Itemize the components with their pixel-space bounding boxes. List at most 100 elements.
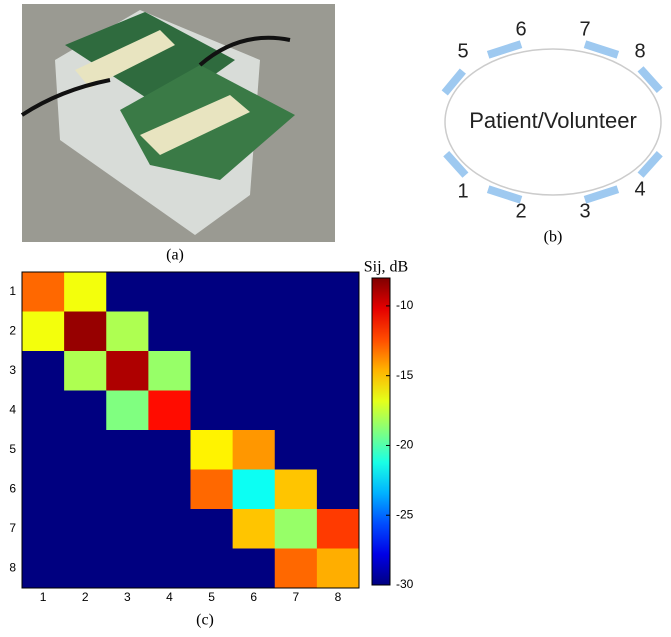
- cable: [20, 78, 111, 117]
- heatmap-cell: [316, 430, 360, 470]
- x-tick-label: 6: [250, 590, 257, 604]
- y-tick-label: 3: [9, 363, 16, 377]
- x-tick-label: 7: [292, 590, 299, 604]
- antenna: [583, 185, 620, 204]
- heatmap-cell: [148, 509, 191, 549]
- cable: [198, 35, 291, 67]
- y-tick-label: 8: [9, 560, 16, 574]
- antenna: [637, 66, 663, 94]
- heatmap-cell: [316, 548, 360, 589]
- heatmap-cell: [190, 351, 234, 391]
- heatmap-cell: [274, 351, 318, 391]
- x-tick-label: 5: [208, 590, 215, 604]
- heatmap-cell: [64, 311, 107, 352]
- heatmap-cell: [64, 390, 107, 431]
- heatmap-cell: [190, 390, 234, 431]
- photo: [20, 4, 335, 242]
- heatmap-cell: [22, 509, 65, 549]
- heatmap-cell: [64, 469, 107, 510]
- heatmap-cell: [190, 548, 234, 589]
- heatmap-cell: [232, 390, 276, 431]
- heatmap-cell: [190, 311, 234, 352]
- heatmap-cell: [148, 469, 191, 510]
- y-tick-label: 7: [9, 521, 16, 535]
- colorbar-tick-label: -20: [396, 438, 414, 452]
- caption: (b): [544, 229, 563, 246]
- heatmap-cell: [232, 272, 276, 312]
- x-tick-label: 4: [166, 590, 173, 604]
- heatmap-cell: [22, 351, 65, 391]
- x-tick-label: 8: [335, 590, 342, 604]
- heatmap-cell: [316, 272, 360, 312]
- caption: (a): [166, 247, 184, 264]
- heatmap-cell: [232, 469, 276, 510]
- heatmap-cell: [106, 311, 149, 352]
- antenna-label: 6: [515, 18, 526, 40]
- heatmap-cell: [274, 272, 318, 312]
- center-label: Patient/Volunteer: [469, 108, 637, 133]
- antenna: [441, 68, 466, 96]
- tape: [75, 30, 175, 88]
- heatmap-cell: [106, 390, 149, 431]
- heatmap-cell: [106, 509, 149, 549]
- heatmap-cell: [316, 351, 360, 391]
- antenna-label: 4: [634, 178, 645, 200]
- heatmap-cell: [316, 311, 360, 352]
- colorbar-tick-label: -30: [396, 577, 414, 591]
- x-tick-label: 3: [124, 590, 131, 604]
- heatmap-cell: [232, 311, 276, 352]
- heatmap-cell: [274, 311, 318, 352]
- heatmap-cell: [232, 548, 276, 589]
- heatmap-cell: [274, 430, 318, 470]
- y-tick-label: 4: [9, 402, 16, 416]
- heatmap-cell: [22, 311, 65, 352]
- heatmap-cell: [316, 469, 360, 510]
- heatmap-cell: [148, 390, 191, 431]
- heatmap-cell: [190, 469, 234, 510]
- heatmap-cell: [22, 390, 65, 431]
- antenna-label: 2: [515, 200, 526, 222]
- antenna-label: 3: [579, 200, 590, 222]
- antenna: [443, 150, 469, 178]
- heatmap-cell: [148, 272, 191, 312]
- heatmap-cell: [22, 469, 65, 510]
- heatmap-cell: [106, 430, 149, 470]
- heatmap-cell: [316, 390, 360, 431]
- heatmap-cell: [274, 390, 318, 431]
- antenna: [486, 40, 523, 59]
- heatmap-cell: [22, 548, 65, 589]
- y-tick-label: 6: [9, 481, 16, 495]
- heatmap-cell: [148, 311, 191, 352]
- y-tick-label: 5: [9, 442, 16, 456]
- heatmap-cell: [190, 430, 234, 470]
- antenna-label: 5: [457, 40, 468, 62]
- x-tick-label: 1: [40, 590, 47, 604]
- antenna-label: 1: [457, 180, 468, 202]
- heatmap-cell: [64, 272, 107, 312]
- heatmap-cell: [190, 272, 234, 312]
- plot-frame: [21, 271, 360, 589]
- heatmap-cell: [232, 509, 276, 549]
- heatmap-cell: [232, 351, 276, 391]
- heatmap-cell: [148, 548, 191, 589]
- colorbar-tick-label: -10: [396, 298, 414, 312]
- heatmap-cell: [106, 469, 149, 510]
- heatmap-cell: [274, 469, 318, 510]
- heatmap-cell: [274, 548, 318, 589]
- antenna: [486, 185, 523, 204]
- heatmap-cell: [22, 430, 65, 470]
- antenna-label: 7: [579, 18, 590, 40]
- heatmap-cell: [316, 509, 360, 549]
- caption: (c): [196, 612, 214, 629]
- heatmap-cell: [64, 548, 107, 589]
- heatmap-cell: [106, 351, 149, 391]
- colorbar-label: Sij, dB: [364, 259, 408, 276]
- heatmap-cell: [232, 430, 276, 470]
- x-tick-label: 2: [82, 590, 89, 604]
- y-tick-label: 2: [9, 323, 16, 337]
- colorbar: [371, 277, 391, 586]
- heatmap-cell: [106, 272, 149, 312]
- heatmap-cell: [64, 351, 107, 391]
- patient-outline: [444, 48, 662, 196]
- heatmap-cell: [106, 548, 149, 589]
